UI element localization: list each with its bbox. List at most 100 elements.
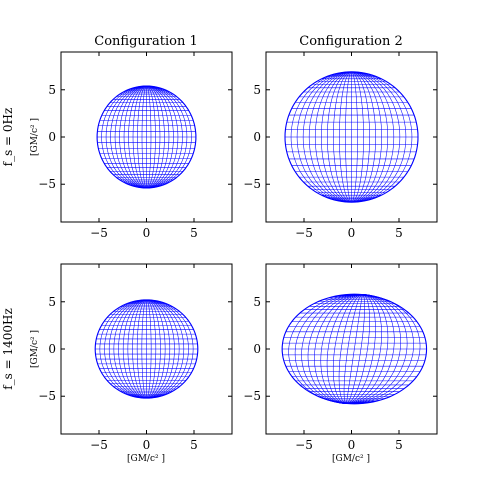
y-tick-label: 5 [48, 83, 56, 97]
x-tick-label: 5 [190, 438, 198, 452]
meridian-line [123, 85, 147, 189]
meridian-line [137, 85, 147, 189]
y-tick-label: 5 [48, 295, 56, 309]
meridian-line [104, 299, 147, 399]
surface-outline [284, 71, 419, 203]
meridian-line [146, 299, 166, 399]
meridian-line [146, 299, 194, 399]
wireframe-mesh [281, 293, 428, 405]
meridian-line [351, 71, 383, 203]
x-tick-label: −5 [90, 226, 108, 240]
meridian-line [351, 71, 376, 203]
panel-1400hz-configuration-1: [GM/c² ] −5 0 5 −5 0 5 [GM/c² ] [30, 263, 233, 464]
meridian-line [146, 85, 165, 189]
meridian-line [141, 299, 147, 399]
wireframe-mesh [96, 85, 197, 189]
x-tick-label: 5 [190, 226, 198, 240]
meridian-line [146, 299, 185, 399]
wireframe-mesh [284, 71, 419, 203]
panel-title: Configuration 1 [94, 34, 197, 49]
surface-outline [96, 85, 197, 189]
meridian-line [146, 85, 183, 189]
meridian-line [101, 85, 147, 189]
y-tick-label: −5 [38, 177, 56, 191]
meridian-line [314, 71, 352, 203]
meridian-line [320, 293, 362, 405]
meridian-line [351, 71, 401, 203]
y-tick-label: 5 [253, 295, 261, 309]
meridian-line [301, 293, 360, 405]
panel-title: Configuration 2 [299, 34, 402, 49]
meridian-line [128, 85, 147, 189]
y-tick-label: −5 [38, 389, 56, 403]
meridian-line [346, 293, 370, 405]
axis-ticks: −5 0 5 −5 0 5 [243, 52, 437, 240]
meridian-line [290, 71, 352, 203]
y-tick-label: 0 [253, 342, 261, 356]
meridian-line [320, 71, 352, 203]
meridian-line [314, 293, 362, 405]
meridian-line [348, 293, 401, 405]
meridian-line [343, 293, 363, 405]
meridian-line [307, 293, 361, 405]
y-tick-label: −5 [243, 389, 261, 403]
surface-outline [94, 299, 199, 399]
meridian-line [294, 293, 359, 405]
meridian-line [346, 293, 376, 405]
meridian-line [132, 299, 147, 399]
meridian-line [114, 85, 147, 189]
x-axis-label: [GM/c² ] [332, 454, 370, 464]
x-tick-label: 0 [348, 438, 356, 452]
meridian-line [339, 71, 352, 203]
x-tick-label: 0 [143, 226, 151, 240]
meridian-line [108, 299, 147, 399]
meridian-line [113, 299, 147, 399]
meridian-line [132, 85, 147, 189]
meridian-line [346, 293, 382, 405]
x-tick-label: −5 [90, 438, 108, 452]
meridian-line [146, 299, 161, 399]
meridian-line [146, 299, 157, 399]
meridian-line [146, 85, 174, 189]
panel-configuration-1: Configuration 1 [GM/c² ] −5 0 5 −5 0 5 [30, 34, 233, 240]
meridian-line [119, 85, 147, 189]
meridian-line [351, 71, 395, 203]
meridian-line [146, 299, 175, 399]
meridian-line [146, 85, 179, 189]
y-axis-label: [GM/c² ] [30, 330, 40, 368]
x-tick-label: 0 [143, 438, 151, 452]
y-tick-label: 0 [48, 342, 56, 356]
meridian-line [346, 294, 363, 404]
meridian-line [136, 299, 147, 399]
row-label-1400hz: f_s = 1400Hz [1, 308, 15, 390]
meridian-line [351, 71, 370, 203]
meridian-line [146, 85, 188, 189]
meridian-line [338, 293, 363, 405]
meridian-line [349, 293, 414, 405]
meridian-line [345, 71, 352, 203]
x-tick-label: −5 [295, 438, 313, 452]
y-tick-label: 0 [48, 130, 56, 144]
meridian-line [122, 299, 147, 399]
meridian-line [146, 299, 171, 399]
meridian-line [327, 71, 352, 203]
meridian-line [146, 85, 170, 189]
y-tick-label: 5 [253, 83, 261, 97]
panel-1400hz-configuration-2: −5 0 5 −5 0 5 [GM/c² ] [243, 263, 438, 464]
y-tick-label: −5 [243, 177, 261, 191]
x-tick-label: 0 [348, 226, 356, 240]
meridian-line [127, 299, 147, 399]
meridian-line [333, 71, 352, 203]
meridian-line [351, 71, 407, 203]
y-axis-label: [GM/c² ] [30, 118, 40, 156]
meridian-line [346, 293, 365, 405]
meridian-line [351, 71, 358, 203]
meridian-line [347, 293, 395, 405]
meridian-line [302, 71, 352, 203]
meridian-line [351, 71, 364, 203]
meridian-line [146, 299, 189, 399]
axis-ticks: −5 0 5 −5 0 5 [243, 264, 437, 452]
axis-ticks: −5 0 5 −5 0 5 [38, 264, 232, 452]
x-tick-label: −5 [295, 226, 313, 240]
meridian-line [146, 85, 192, 189]
